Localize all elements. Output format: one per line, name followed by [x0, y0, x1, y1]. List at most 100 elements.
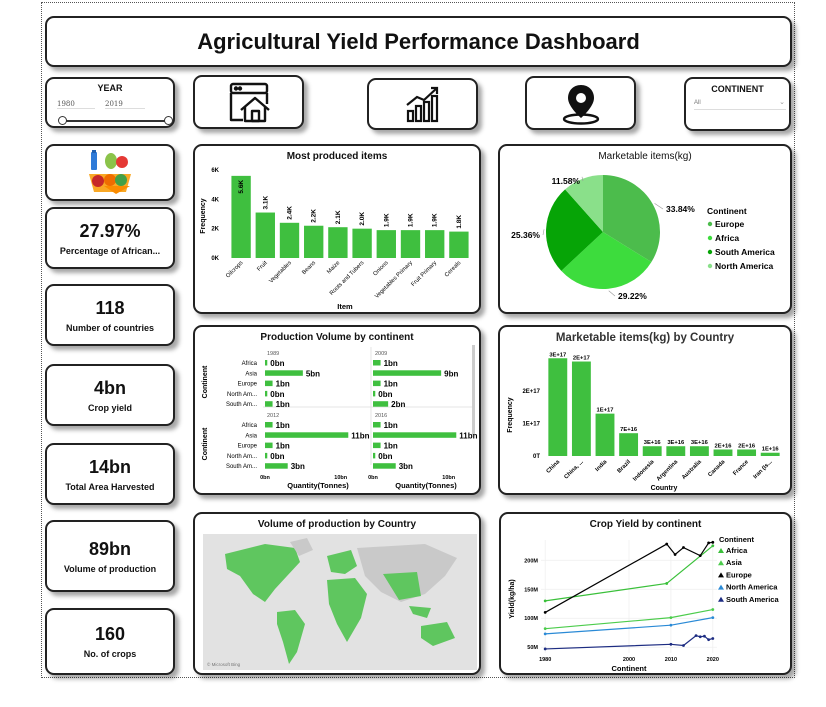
data-label: 1.9K [432, 213, 439, 227]
legend-item: Africa [715, 233, 739, 243]
bar [279, 222, 300, 258]
year-slider-start-handle[interactable] [58, 116, 67, 125]
bar [548, 358, 568, 456]
continent-dropdown[interactable]: All ⌄ [694, 98, 786, 110]
y-axis-label: Continent [202, 365, 209, 398]
data-label: 1bn [384, 359, 398, 368]
data-label: 0bn [270, 359, 284, 368]
x-tick-label: 0bn [368, 475, 378, 481]
data-label: 2.1K [335, 210, 342, 224]
bar [713, 449, 733, 456]
location-pin-icon [562, 85, 599, 125]
data-label: 3E+16 [667, 440, 685, 446]
leader-line [542, 229, 545, 236]
kpi-volume-of-production: 89bn Volume of production [45, 520, 175, 592]
data-point [543, 647, 547, 651]
legend-marker [718, 572, 724, 578]
y-tick-label: 150M [524, 587, 538, 593]
category-label: South Am... [226, 402, 257, 408]
data-label: 1.9K [383, 213, 390, 227]
panel-year-label: 1989 [267, 351, 279, 357]
x-tick-label: Onions [372, 260, 389, 277]
x-tick-label: Cereals [444, 260, 462, 278]
chart-title: Production Volume by continent [260, 332, 414, 343]
location-button[interactable] [525, 76, 636, 130]
growth-chart-icon [405, 86, 438, 123]
data-label: 9bn [444, 369, 458, 378]
production-volume-chart: Continent Continent 1989 Africa 0bn Asia 5bn Eu… [202, 345, 478, 490]
legend-marker [718, 596, 724, 602]
x-tick-label: Indonesia [632, 459, 656, 483]
data-point [707, 638, 711, 642]
legend-item: Europe [726, 570, 752, 579]
category-label: Europe [238, 382, 258, 388]
legend-item: Asia [726, 558, 743, 567]
x-tick-label: Fruit Primary [410, 260, 438, 288]
bar [373, 390, 376, 397]
continent-dropdown-value: All [694, 100, 701, 106]
leader-line [581, 176, 584, 182]
map-attribution: © Microsoft Bing [207, 661, 241, 667]
data-point [543, 627, 547, 631]
chart-title: Crop Yield by continent [589, 519, 702, 530]
data-point [543, 632, 547, 636]
bar [449, 231, 469, 258]
dashboard-title: Agricultural Yield Performance Dashboard [45, 16, 792, 67]
dashboard-frame [41, 2, 795, 678]
year-slicer[interactable]: YEAR 1980 2019 [45, 77, 175, 128]
marketable-by-country-chart: 0T 1E+17 2E+17 Frequency 3E+17 China 2E+17 Chin… [507, 352, 780, 492]
bar [265, 442, 273, 449]
x-tick-label: Argentina [656, 459, 680, 483]
greenland-land [290, 538, 313, 556]
x-tick-label: 10bn [334, 475, 347, 481]
data-point [669, 642, 673, 646]
data-point [698, 554, 702, 558]
data-label: 1bn [384, 421, 398, 430]
data-label: 0bn [270, 452, 284, 461]
bar [265, 380, 273, 387]
legend-marker [707, 249, 713, 255]
bar [400, 230, 421, 258]
produce-basket-icon [89, 149, 131, 194]
year-start-input[interactable]: 1980 [57, 100, 95, 109]
year-slider-track[interactable] [63, 120, 167, 122]
bar [373, 422, 381, 428]
data-label: 3.1K [262, 195, 269, 209]
bar [265, 390, 268, 397]
chart-title: Most produced items [286, 151, 388, 162]
kpi-label: Volume of production [63, 563, 157, 574]
x-tick-label: France [732, 459, 750, 477]
kpi-label: Number of countries [65, 322, 154, 333]
data-point [665, 542, 669, 546]
legend-title: Continent [719, 535, 754, 544]
panel-year-label: 2016 [375, 413, 387, 419]
world-map[interactable]: © Microsoft Bing [195, 514, 479, 673]
legend-marker [707, 235, 713, 241]
x-tick-label: 1980 [539, 657, 551, 663]
growth-chart-button[interactable] [367, 78, 478, 130]
data-label: 3E+16 [691, 440, 709, 446]
legend-item: Europe [715, 219, 745, 229]
x-axis-label: Country [651, 485, 678, 492]
legend-item: North America [715, 261, 774, 271]
legend-marker [707, 263, 713, 269]
year-end-input[interactable]: 2019 [105, 100, 145, 109]
category-label: Africa [242, 423, 258, 429]
bar [689, 446, 709, 456]
bar [425, 230, 445, 258]
data-label: 1.9K [408, 213, 415, 227]
data-point [711, 637, 715, 640]
panel-year-label: 2012 [267, 413, 279, 419]
slice-label: 33.84% [666, 204, 695, 214]
home-button[interactable] [193, 75, 304, 129]
x-tick-label: Beans [301, 260, 317, 276]
data-label: 1bn [384, 380, 398, 389]
x-tick-label: 10bn [442, 475, 455, 481]
kpi-label: Total Area Harvested [65, 481, 155, 492]
legend-title: Continent [707, 206, 747, 216]
continent-slicer[interactable]: CONTINENT All ⌄ [684, 77, 791, 131]
year-slider-end-handle[interactable] [164, 116, 173, 125]
year-slicer-label: YEAR [97, 83, 123, 93]
y-axis-label: Continent [202, 427, 209, 460]
data-label: 3E+17 [549, 352, 566, 358]
